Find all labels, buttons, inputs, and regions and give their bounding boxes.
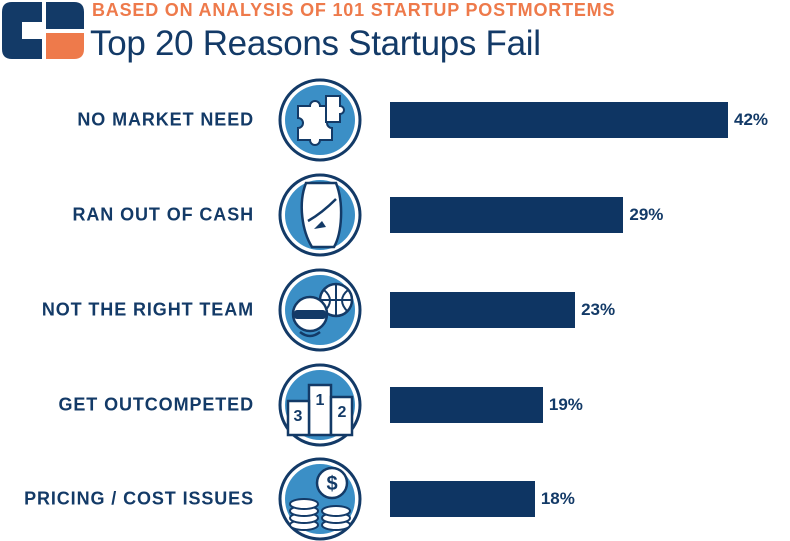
value-label: 19% [548,395,583,414]
coins-icon [278,457,362,541]
chart-title: Top 20 Reasons Startups Fail [90,24,541,63]
logo [2,2,84,59]
category-label: GET OUTCOMPETED [58,394,254,415]
category-label: NOT THE RIGHT TEAM [41,299,254,320]
bar [390,387,543,423]
puzzle-icon [278,78,362,162]
bar [390,102,728,138]
value-label: 23% [581,300,616,319]
value-label: 18% [540,489,575,508]
empty-pocket-icon [278,173,362,257]
bar [390,481,535,517]
category-label: PRICING / COST ISSUES [24,488,254,509]
bar [390,292,576,328]
team-icon [278,268,362,352]
value-label: 29% [629,205,664,224]
value-label: 42% [734,110,769,129]
category-label: RAN OUT OF CASH [72,204,254,225]
category-label: NO MARKET NEED [77,109,254,130]
chart-subtitle: BASED ON ANALYSIS OF 101 STARTUP POSTMOR… [92,0,616,20]
podium-icon [278,363,362,447]
bar [390,197,624,233]
